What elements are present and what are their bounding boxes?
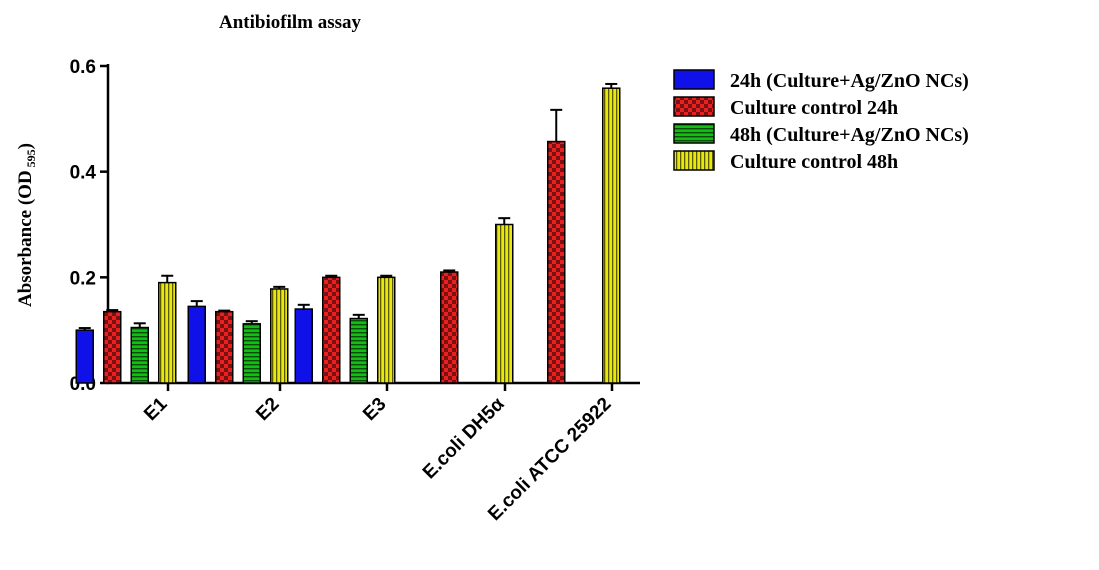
bar-4-e-coli-atcc-25922 xyxy=(602,87,621,384)
y-axis-label-close: ) xyxy=(15,143,36,149)
y-tick-label: 0.6 xyxy=(70,57,96,78)
x-tick-label: E3 xyxy=(359,394,390,425)
y-axis-label-main: Absorbance (OD xyxy=(15,170,36,307)
x-tick-label: E.coli DH5α xyxy=(419,393,509,483)
legend-swatch xyxy=(673,96,715,117)
legend-swatch xyxy=(673,150,715,171)
bar-4-e-coli-dh5- xyxy=(495,223,514,384)
bar-2-e2 xyxy=(215,310,234,384)
x-tick-label: E2 xyxy=(252,394,283,425)
bar-3-e2 xyxy=(242,323,261,384)
legend-label: 48h (Culture+Ag/ZnO NCs) xyxy=(730,124,969,146)
legend-swatch xyxy=(673,69,715,90)
bar-3-e3 xyxy=(349,317,368,384)
bars xyxy=(75,82,621,384)
legend-label: Culture control 24h xyxy=(730,97,898,119)
y-tick-label: 0.2 xyxy=(70,268,96,289)
y-tick-label: 0.4 xyxy=(70,163,97,184)
bar-2-e3 xyxy=(322,276,341,384)
bar-1-e1 xyxy=(75,329,94,384)
legend-label: Culture control 48h xyxy=(730,151,898,173)
bar-1-e3 xyxy=(294,308,313,384)
bar-4-e2 xyxy=(270,288,289,384)
bar-2-e-coli-dh5- xyxy=(440,271,459,384)
bar-2-e-coli-atcc-25922 xyxy=(547,140,566,384)
bar-1-e2 xyxy=(187,305,206,384)
y-axis-label: Absorbance (OD 595) xyxy=(15,143,38,307)
legend: 24h (Culture+Ag/ZnO NCs) Culture control … xyxy=(673,69,969,173)
legend-label: 24h (Culture+Ag/ZnO NCs) xyxy=(730,70,969,92)
x-tick-label: E1 xyxy=(140,393,172,425)
bar-2-e1 xyxy=(103,310,122,384)
legend-swatch xyxy=(673,123,715,144)
bar-4-e1 xyxy=(158,281,177,384)
bar-4-e3 xyxy=(377,276,396,384)
x-tick-label: E.coli ATCC 25922 xyxy=(484,394,615,525)
bar-3-e1 xyxy=(130,326,149,384)
chart-title: Antibiofilm assay xyxy=(219,12,361,33)
y-axis-label-subscript: 595 xyxy=(24,149,38,167)
svg-text:Absorbance (OD595): Absorbance (OD 595) xyxy=(15,143,38,307)
